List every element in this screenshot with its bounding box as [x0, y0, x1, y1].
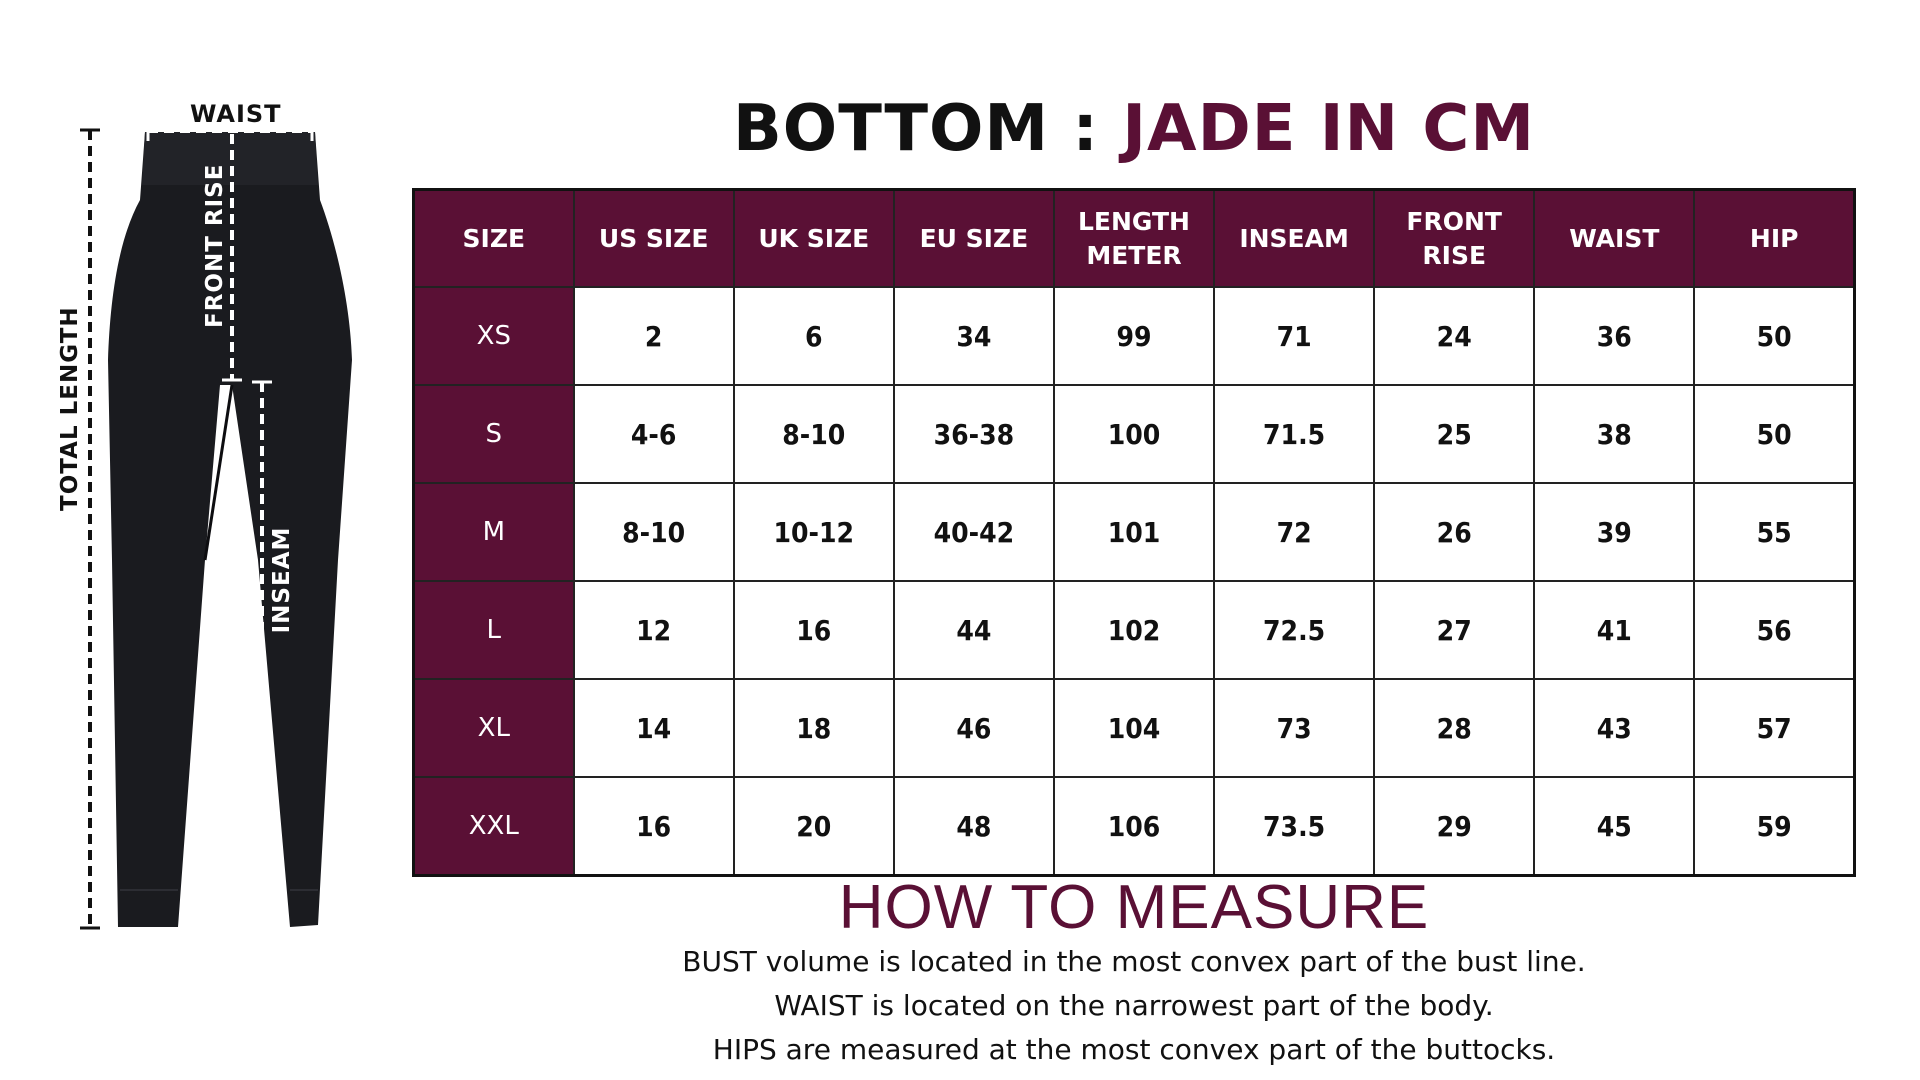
how-to-measure-title: HOW TO MEASURE [838, 873, 1430, 942]
table-cell: 8-10 [572, 482, 735, 582]
table-cell: 25 [1373, 384, 1536, 484]
table-cell: 12 [572, 580, 735, 680]
header-line: INSEAM [1239, 223, 1349, 253]
how-to-measure-text: BUST volume is located in the most conve… [412, 940, 1856, 1072]
header-line: SIZE [462, 223, 526, 253]
table-cell: 99 [1052, 286, 1216, 386]
table-cell: 27 [1373, 580, 1536, 680]
table-cell: 57 [1693, 678, 1856, 778]
table-cell: 43 [1533, 678, 1696, 778]
header-inseam: INSEAM [1213, 188, 1376, 288]
size-cell: XL [412, 678, 575, 778]
table-header-row: SIZE US SIZE UK SIZE EU SIZE LENGTH METER… [412, 188, 1856, 288]
table-row: L 12 16 44 102 72.5 27 41 56 [412, 580, 1856, 680]
table-cell: 72 [1213, 482, 1376, 582]
table-cell: 36-38 [892, 384, 1055, 484]
table-cell: 72.5 [1213, 580, 1376, 680]
table-cell: 20 [732, 776, 895, 877]
how-to-measure-line: BUST volume is located in the most conve… [682, 945, 1586, 978]
title-part-1: BOTTOM : [733, 92, 1099, 166]
table-cell: 71.5 [1213, 384, 1376, 484]
size-cell: M [412, 482, 575, 582]
header-line: US SIZE [598, 223, 709, 253]
header-line: RISE [1422, 240, 1487, 270]
header-us-size: US SIZE [572, 188, 735, 288]
table-cell: 39 [1533, 482, 1696, 582]
table-cell: 40-42 [892, 482, 1055, 582]
how-to-measure-line: WAIST is located on the narrowest part o… [774, 989, 1494, 1022]
header-line: UK SIZE [758, 223, 870, 253]
table-cell: 50 [1693, 384, 1856, 484]
table-cell: 28 [1373, 678, 1536, 778]
pants-shape [108, 132, 352, 927]
table-cell: 44 [892, 580, 1055, 680]
inseam-label: INSEAM [269, 526, 295, 634]
table-cell: 16 [732, 580, 895, 680]
pants-illustration: WAIST FRONT RISE TOTAL LENGTH INSEAM [0, 0, 400, 1080]
table-cell: 26 [1373, 482, 1536, 582]
table-cell: 50 [1693, 286, 1856, 386]
total-length-label: TOTAL LENGTH [57, 306, 83, 511]
front-rise-label: FRONT RISE [202, 163, 228, 328]
table-cell: 46 [892, 678, 1055, 778]
table-cell: 71 [1213, 286, 1376, 386]
pants-drawing [80, 121, 352, 930]
title-part-2: JADE IN CM [1122, 92, 1535, 166]
table-cell: 36 [1533, 286, 1696, 386]
header-eu-size: EU SIZE [892, 188, 1055, 288]
table-row: XXL 16 20 48 106 73.5 29 45 59 [412, 776, 1856, 877]
table-cell: 16 [572, 776, 735, 877]
size-cell: S [412, 384, 575, 484]
header-line: LENGTH [1077, 206, 1190, 236]
header-line: FRONT [1406, 206, 1502, 236]
header-hip: HIP [1693, 188, 1856, 288]
table-cell: 106 [1052, 776, 1216, 877]
table-cell: 2 [572, 286, 735, 386]
table-cell: 6 [732, 286, 895, 386]
table-cell: 8-10 [732, 384, 895, 484]
table-cell: 24 [1373, 286, 1536, 386]
header-line: METER [1086, 240, 1182, 270]
size-cell: XS [412, 286, 575, 386]
table-row: S 4-6 8-10 36-38 100 71.5 25 38 50 [412, 384, 1856, 484]
table-cell: 29 [1373, 776, 1536, 877]
how-to-measure-line: HIPS are measured at the most convex par… [712, 1033, 1556, 1066]
table-cell: 14 [572, 678, 735, 778]
header-uk-size: UK SIZE [732, 188, 895, 288]
table-cell: 101 [1052, 482, 1216, 582]
header-size: SIZE [412, 188, 575, 288]
table-cell: 48 [892, 776, 1055, 877]
size-cell: XXL [412, 776, 575, 877]
header-line: HIP [1749, 223, 1799, 253]
table-cell: 73.5 [1213, 776, 1376, 877]
table-cell: 104 [1052, 678, 1216, 778]
header-length-meter: LENGTH METER [1052, 188, 1216, 288]
table-cell: 102 [1052, 580, 1216, 680]
table-row: XS 2 6 34 99 71 24 36 50 [412, 286, 1856, 386]
table-cell: 73 [1213, 678, 1376, 778]
table-cell: 4-6 [572, 384, 735, 484]
table-cell: 18 [732, 678, 895, 778]
table-row: M 8-10 10-12 40-42 101 72 26 39 55 [412, 482, 1856, 582]
table-cell: 10-12 [732, 482, 895, 582]
table-cell: 100 [1052, 384, 1216, 484]
size-cell: L [412, 580, 575, 680]
size-chart-table: SIZE US SIZE UK SIZE EU SIZE LENGTH METER… [412, 188, 1856, 877]
header-line: EU SIZE [919, 223, 1029, 253]
table-cell: 59 [1693, 776, 1856, 877]
header-waist: WAIST [1533, 188, 1696, 288]
header-front-rise: FRONT RISE [1373, 188, 1536, 288]
table-row: XL 14 18 46 104 73 28 43 57 [412, 678, 1856, 778]
header-line: WAIST [1569, 223, 1660, 253]
table-cell: 56 [1693, 580, 1856, 680]
waist-label: WAIST [190, 100, 282, 128]
table-cell: 55 [1693, 482, 1856, 582]
table-cell: 45 [1533, 776, 1696, 877]
page-title: BOTTOM : JADE IN CM [412, 92, 1856, 166]
table-cell: 34 [892, 286, 1055, 386]
table-cell: 41 [1533, 580, 1696, 680]
table-cell: 38 [1533, 384, 1696, 484]
